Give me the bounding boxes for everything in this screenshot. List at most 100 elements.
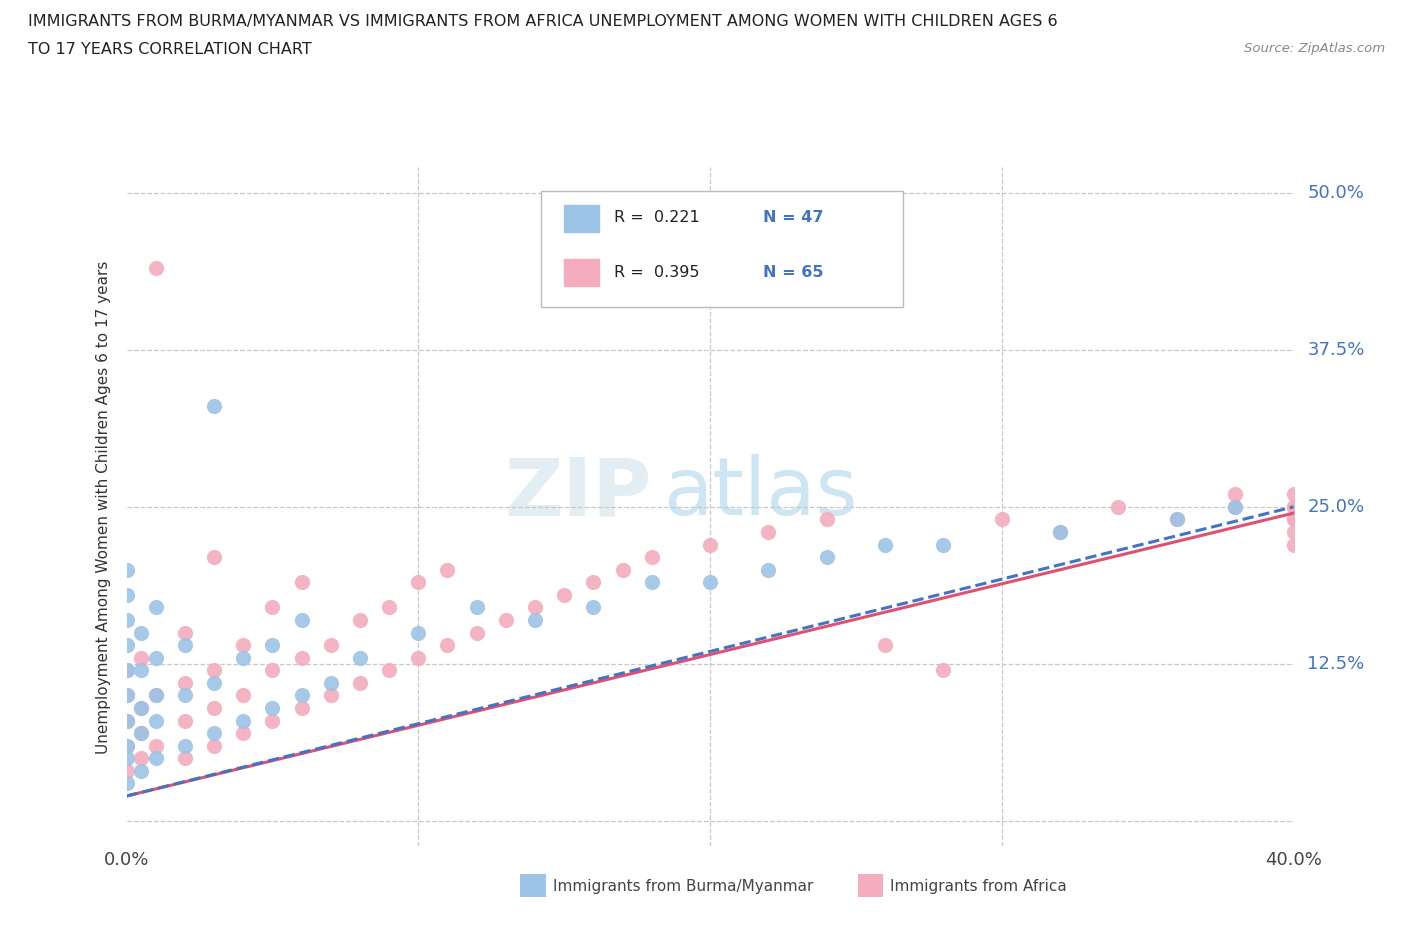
Point	[115, 663, 138, 678]
Point	[145, 738, 167, 753]
Text: N = 47: N = 47	[762, 210, 823, 225]
Point	[349, 650, 371, 665]
Text: R =  0.395: R = 0.395	[614, 265, 700, 280]
Point	[290, 613, 312, 628]
Text: 25.0%: 25.0%	[1308, 498, 1365, 516]
Point	[232, 688, 254, 703]
Point	[174, 751, 197, 765]
Point	[115, 764, 138, 778]
Point	[129, 650, 152, 665]
Point	[145, 688, 167, 703]
Point	[174, 675, 197, 690]
Point	[174, 625, 197, 640]
Point	[232, 725, 254, 740]
Point	[174, 688, 197, 703]
Point	[145, 260, 167, 275]
Point	[815, 550, 838, 565]
Point	[756, 563, 779, 578]
Point	[1282, 499, 1305, 514]
Point	[582, 575, 605, 590]
Point	[202, 399, 225, 414]
Point	[129, 663, 152, 678]
Point	[115, 688, 138, 703]
Point	[1282, 499, 1305, 514]
Point	[1282, 486, 1305, 501]
Point	[290, 700, 312, 715]
Point	[290, 688, 312, 703]
Point	[115, 563, 138, 578]
Point	[290, 650, 312, 665]
Text: Immigrants from Africa: Immigrants from Africa	[890, 879, 1067, 894]
Point	[875, 638, 897, 653]
Point	[129, 751, 152, 765]
Point	[115, 613, 138, 628]
Point	[699, 575, 721, 590]
Point	[436, 638, 458, 653]
Point	[202, 700, 225, 715]
Point	[115, 738, 138, 753]
Point	[290, 575, 312, 590]
Point	[174, 713, 197, 728]
Text: R =  0.221: R = 0.221	[614, 210, 700, 225]
Point	[129, 725, 152, 740]
Point	[1223, 499, 1246, 514]
Point	[145, 650, 167, 665]
Point	[495, 613, 517, 628]
Point	[349, 613, 371, 628]
Point	[319, 638, 342, 653]
Point	[319, 688, 342, 703]
Point	[202, 738, 225, 753]
Point	[115, 738, 138, 753]
Point	[202, 725, 225, 740]
Point	[349, 675, 371, 690]
Point	[115, 688, 138, 703]
Point	[232, 650, 254, 665]
Point	[129, 700, 152, 715]
Point	[378, 663, 401, 678]
Point	[174, 738, 197, 753]
Point	[262, 700, 284, 715]
Point	[1282, 512, 1305, 527]
Point	[1049, 525, 1071, 539]
FancyBboxPatch shape	[541, 192, 903, 307]
Point	[1223, 486, 1246, 501]
Point	[262, 638, 284, 653]
Point	[582, 600, 605, 615]
Point	[129, 764, 152, 778]
Point	[174, 638, 197, 653]
Point	[524, 613, 547, 628]
Point	[319, 675, 342, 690]
Point	[129, 700, 152, 715]
Text: TO 17 YEARS CORRELATION CHART: TO 17 YEARS CORRELATION CHART	[28, 42, 312, 57]
Point	[129, 625, 152, 640]
Point	[145, 688, 167, 703]
Point	[1166, 512, 1188, 527]
Point	[1282, 499, 1305, 514]
Text: 37.5%: 37.5%	[1308, 340, 1365, 359]
Point	[232, 638, 254, 653]
Point	[408, 575, 430, 590]
Point	[932, 663, 955, 678]
Point	[1282, 538, 1305, 552]
Point	[436, 563, 458, 578]
Point	[1282, 512, 1305, 527]
Point	[115, 663, 138, 678]
Point	[378, 600, 401, 615]
Text: N = 65: N = 65	[762, 265, 823, 280]
Point	[115, 638, 138, 653]
Point	[202, 675, 225, 690]
Point	[990, 512, 1012, 527]
Point	[202, 550, 225, 565]
Point	[932, 538, 955, 552]
Point	[129, 725, 152, 740]
Text: Source: ZipAtlas.com: Source: ZipAtlas.com	[1244, 42, 1385, 55]
Point	[756, 525, 779, 539]
Point	[145, 600, 167, 615]
Point	[232, 713, 254, 728]
Point	[262, 713, 284, 728]
Text: IMMIGRANTS FROM BURMA/MYANMAR VS IMMIGRANTS FROM AFRICA UNEMPLOYMENT AMONG WOMEN: IMMIGRANTS FROM BURMA/MYANMAR VS IMMIGRA…	[28, 14, 1057, 29]
Point	[640, 550, 664, 565]
Point	[465, 600, 488, 615]
Point	[612, 563, 634, 578]
Point	[115, 713, 138, 728]
